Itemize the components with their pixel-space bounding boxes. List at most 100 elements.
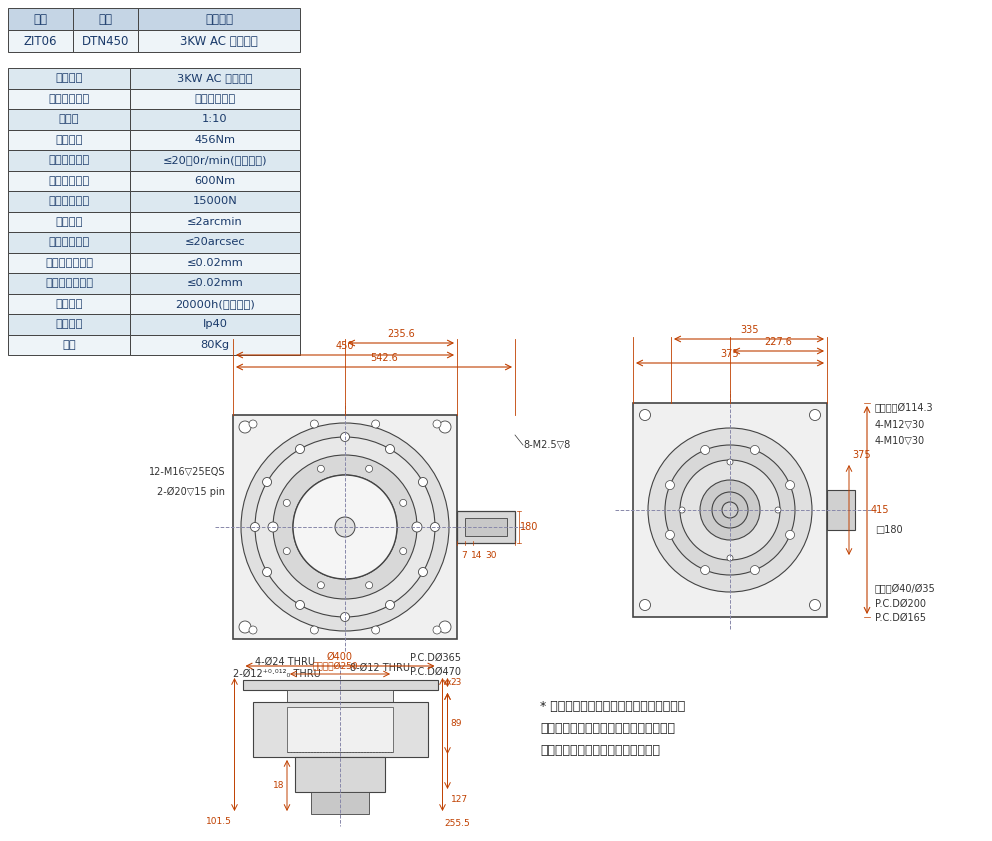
Circle shape [293, 475, 397, 579]
Bar [295, 757, 385, 792]
Text: 3KW AC 伺服马达: 3KW AC 伺服马达 [181, 34, 258, 47]
Text: 4-Ø24 THRU: 4-Ø24 THRU [255, 657, 315, 667]
Bar [130, 335, 300, 355]
Bar [8, 130, 130, 150]
Circle shape [727, 555, 733, 561]
Text: 保护等级: 保护等级 [56, 320, 82, 329]
Text: 227.6: 227.6 [765, 337, 793, 347]
Circle shape [263, 568, 272, 576]
Bar [8, 171, 130, 191]
Circle shape [310, 626, 318, 634]
Circle shape [809, 410, 820, 420]
Text: Ø400: Ø400 [327, 652, 353, 662]
Text: 中空孔径Ø250: 中空孔径Ø250 [312, 661, 358, 670]
Text: 减速比: 减速比 [59, 114, 79, 124]
Circle shape [249, 626, 257, 634]
Bar [130, 150, 300, 171]
Bar [130, 171, 300, 191]
Circle shape [310, 420, 318, 428]
Circle shape [296, 600, 305, 610]
Text: 精度寿命: 精度寿命 [56, 299, 82, 309]
Circle shape [712, 492, 748, 528]
Bar [130, 130, 300, 150]
Text: ≤2arcmin: ≤2arcmin [187, 217, 243, 227]
Text: ≤0.02mm: ≤0.02mm [186, 278, 243, 288]
Circle shape [317, 465, 324, 473]
Circle shape [750, 565, 759, 574]
Bar [457, 511, 515, 543]
Bar [130, 252, 300, 273]
Text: 127: 127 [450, 796, 467, 805]
Circle shape [419, 568, 428, 576]
Circle shape [419, 478, 428, 486]
Text: 255.5: 255.5 [444, 819, 470, 828]
Circle shape [263, 478, 272, 486]
Circle shape [665, 445, 795, 575]
Bar [8, 294, 130, 314]
Circle shape [255, 437, 435, 617]
Text: 180: 180 [520, 522, 539, 532]
Bar [8, 88, 130, 109]
Bar [8, 191, 130, 211]
Text: ZIT06: ZIT06 [24, 34, 58, 47]
Text: 适配马达: 适配马达 [205, 13, 233, 25]
Circle shape [700, 480, 760, 540]
Circle shape [679, 507, 685, 513]
Circle shape [293, 475, 397, 579]
Text: 3KW AC 伺服马达: 3KW AC 伺服马达 [178, 73, 253, 83]
Text: Ip40: Ip40 [202, 320, 227, 329]
Bar [130, 211, 300, 232]
Text: ≤0.02mm: ≤0.02mm [186, 257, 243, 267]
Circle shape [648, 428, 812, 592]
Bar [311, 792, 369, 814]
Text: 335: 335 [741, 325, 759, 335]
Text: 旋转平台同心度: 旋转平台同心度 [45, 278, 93, 288]
Bar [8, 273, 130, 294]
Bar [8, 150, 130, 171]
Circle shape [640, 410, 651, 420]
Text: 4-M12▽30: 4-M12▽30 [875, 420, 926, 430]
Text: 15000N: 15000N [192, 196, 237, 206]
Circle shape [431, 522, 439, 532]
Circle shape [439, 621, 451, 633]
Bar [73, 30, 138, 52]
Bar [130, 68, 300, 88]
Bar [287, 690, 393, 702]
Circle shape [700, 565, 709, 574]
Text: 23: 23 [450, 678, 462, 687]
Circle shape [340, 612, 349, 621]
Circle shape [727, 459, 733, 465]
Text: * 本公司产品不断研究、开发，上表所示之: * 本公司产品不断研究、开发，上表所示之 [540, 700, 685, 713]
Text: □180: □180 [875, 525, 903, 535]
Text: 数据力求精准，若有不符请以实物为准，: 数据力求精准，若有不符请以实物为准， [540, 722, 675, 735]
Circle shape [700, 446, 709, 454]
Text: P.C.DØ165: P.C.DØ165 [875, 613, 926, 623]
Circle shape [317, 582, 324, 589]
Text: 旋转平台轴承: 旋转平台轴承 [49, 93, 89, 103]
Bar [8, 68, 130, 88]
Text: 若有特殊尺寸要求，请联系本公司。: 若有特殊尺寸要求，请联系本公司。 [540, 744, 660, 757]
Bar [8, 30, 73, 52]
Circle shape [335, 517, 355, 537]
Bar [130, 314, 300, 335]
Bar [633, 403, 827, 617]
Circle shape [249, 420, 257, 428]
Text: 89: 89 [450, 719, 462, 728]
Bar [8, 252, 130, 273]
Text: 马达凸圆Ø114.3: 马达凸圆Ø114.3 [875, 403, 933, 413]
Circle shape [239, 421, 251, 433]
Circle shape [273, 455, 417, 599]
Bar [827, 490, 855, 530]
Text: P.C.DØ365: P.C.DØ365 [410, 653, 461, 663]
Text: 20000h(间歇运转): 20000h(间歇运转) [176, 299, 255, 309]
Text: 101.5: 101.5 [205, 817, 231, 827]
Text: 定位精度: 定位精度 [56, 217, 82, 227]
Circle shape [284, 500, 291, 506]
Circle shape [640, 600, 651, 611]
Bar [130, 294, 300, 314]
Circle shape [303, 485, 387, 569]
Circle shape [372, 420, 380, 428]
Text: 容许转矩: 容许转矩 [56, 135, 82, 145]
Circle shape [666, 480, 675, 489]
Text: 375: 375 [852, 450, 871, 460]
